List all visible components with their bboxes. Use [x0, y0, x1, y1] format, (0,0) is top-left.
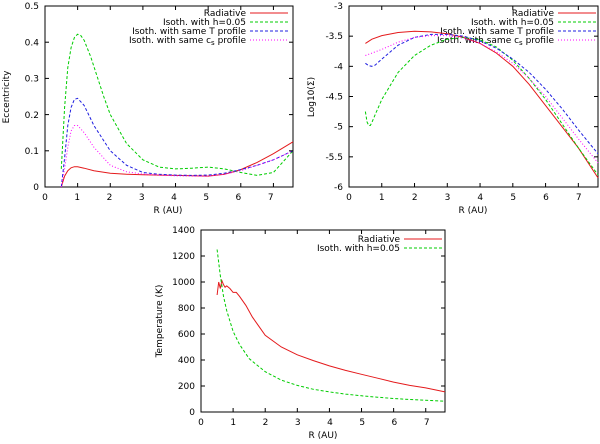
ecc-x-tick-label: 7	[268, 193, 274, 203]
temp-series-radiative	[216, 278, 446, 393]
sigma-x-tick-label: 6	[543, 193, 549, 203]
ecc-y-ticks: 0 0.1 0.2 0.3 0.4 0.5	[25, 2, 40, 193]
ecc-x-axis-label: R (AU)	[154, 206, 183, 216]
ecc-x-tick-label: 2	[107, 193, 113, 203]
temp-x-tick-label: 2	[263, 418, 269, 428]
sigma-legend: Radiative Isoth. with h=0.05 Isoth. with…	[437, 9, 596, 47]
ecc-legend-label: Radiative	[204, 9, 247, 19]
ecc-legend-label: Isoth. with h=0.05	[163, 18, 246, 28]
temp-x-axis-label: R (AU)	[309, 431, 338, 441]
ecc-plot-frame	[44, 5, 294, 188]
sigma-y-tick-label: -4.5	[325, 93, 343, 103]
temp-legend-label: Isoth. with h=0.05	[317, 244, 400, 254]
sigma-y-tick-label: -5	[334, 123, 343, 133]
sigma-series-isoth-same-cs	[365, 35, 599, 164]
temp-y-tick-label: 0	[189, 408, 195, 418]
ecc-series-isoth-same-t	[60, 97, 294, 188]
temp-x-tick-label: 3	[295, 418, 301, 428]
ecc-y-tick-label: 0.2	[25, 111, 39, 121]
sigma-series-lines	[364, 30, 599, 179]
sigma-legend-label: Radiative	[512, 9, 555, 19]
eccentricity-panel: Eccentricity R (AU) 0 1 2 3 4 5 6 7 0 0.…	[2, 2, 294, 216]
sigma-x-tick-label: 5	[510, 193, 516, 203]
ecc-series-isoth-h005	[60, 33, 294, 176]
temperature-panel: Temperature (K) R (AU) 0 1 2 3 4 5 6 7 0…	[155, 226, 446, 441]
sigma-x-tick-label: 4	[477, 193, 483, 203]
ecc-x-tick-label: 3	[139, 193, 145, 203]
temp-y-tick-label: 800	[178, 304, 195, 314]
temp-x-tick-label: 1	[230, 418, 236, 428]
ecc-plot-area	[44, 5, 294, 188]
sigma-y-tick-label: -5.5	[325, 153, 343, 163]
sigma-x-tick-label: 1	[379, 193, 385, 203]
ecc-series-isoth-same-cs	[60, 125, 294, 188]
sigma-y-axis-label: Log10(Σ)	[307, 77, 317, 117]
sigma-y-tick-label: -4	[334, 62, 343, 72]
sigma-legend-label: Isoth. with h=0.05	[471, 18, 554, 28]
temp-y-tick-label: 1000	[172, 278, 195, 288]
sigma-series-isoth-same-t	[365, 33, 599, 155]
sigma-legend-label: Isoth. with same cs profile	[437, 36, 554, 47]
temp-plot-frame	[200, 229, 446, 413]
ecc-legend-label: Isoth. with same cs profile	[129, 36, 246, 47]
temp-y-tick-label: 600	[178, 330, 195, 340]
sigma-x-axis-label: R (AU)	[459, 206, 488, 216]
temp-x-tick-label: 5	[359, 418, 365, 428]
ecc-x-tick-label: 1	[74, 193, 80, 203]
temp-x-tick-label: 7	[424, 418, 430, 428]
temp-y-tick-label: 400	[178, 356, 195, 366]
ecc-series-lines	[60, 33, 294, 188]
sigma-y-tick-label: -6	[334, 183, 343, 193]
sigma-y-tick-label: -3	[334, 2, 343, 12]
ecc-legend-label: Isoth. with same T profile	[132, 27, 246, 37]
sigma-series-radiative	[365, 30, 599, 179]
sigma-x-tick-label: 0	[346, 193, 352, 203]
temp-x-tick-label: 6	[392, 418, 398, 428]
ecc-legend: Radiative Isoth. with h=0.05 Isoth. with…	[129, 9, 288, 47]
ecc-x-ticks: 0 1 2 3 4 5 6 7	[42, 193, 273, 203]
sigma-series-isoth-h005	[364, 36, 599, 176]
ecc-x-tick-label: 5	[203, 193, 209, 203]
temp-y-tick-label: 1200	[172, 252, 195, 262]
ecc-y-tick-label: 0	[33, 183, 39, 193]
ecc-series-radiative	[60, 141, 294, 188]
surface-density-panel: Log10(Σ) R (AU) 0 1 2 3 4 5 6 7 -6 -5.5 …	[307, 2, 599, 216]
ecc-y-tick-label: 0.1	[25, 147, 39, 157]
ecc-x-tick-label: 6	[236, 193, 242, 203]
sigma-x-tick-label: 7	[576, 193, 582, 203]
temp-x-tick-label: 0	[198, 418, 204, 428]
temp-x-ticks: 0 1 2 3 4 5 6 7	[198, 418, 429, 428]
ecc-y-tick-label: 0.5	[25, 2, 39, 12]
temp-legend: Radiative Isoth. with h=0.05	[317, 235, 442, 254]
temp-y-ticks: 0 200 400 600 800 1000 1200 1400	[172, 226, 195, 418]
temp-series-isoth-h005	[216, 249, 446, 402]
temp-y-tick-label: 200	[178, 382, 195, 392]
ecc-x-tick-label: 4	[171, 193, 177, 203]
temp-plot-area	[200, 229, 446, 413]
ecc-y-axis-label: Eccentricity	[2, 70, 12, 124]
ecc-x-tick-label: 0	[42, 193, 48, 203]
sigma-legend-label: Isoth. with same T profile	[440, 27, 554, 37]
sigma-x-ticks: 0 1 2 3 4 5 6 7	[346, 193, 582, 203]
temp-x-tick-label: 4	[327, 418, 333, 428]
temp-y-tick-label: 1400	[172, 226, 195, 236]
sigma-y-tick-label: -3.5	[325, 32, 343, 42]
sigma-y-ticks: -6 -5.5 -5 -4.5 -4 -3.5 -3	[325, 2, 343, 193]
sigma-x-tick-label: 3	[445, 193, 451, 203]
temp-legend-label: Radiative	[358, 235, 401, 245]
sigma-x-tick-label: 2	[412, 193, 418, 203]
temp-y-axis-label: Temperature (K)	[155, 285, 165, 359]
ecc-y-tick-label: 0.3	[25, 75, 39, 85]
temp-series-lines	[216, 249, 446, 402]
sigma-plot-area	[348, 5, 599, 188]
ecc-y-tick-label: 0.4	[25, 38, 40, 48]
